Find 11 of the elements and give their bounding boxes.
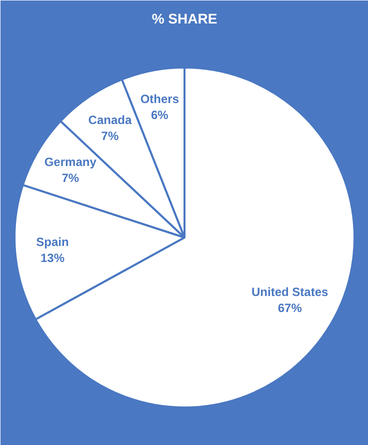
slice-label: Canada: [88, 112, 132, 127]
data-label: 7%: [101, 128, 119, 143]
chart-title: % SHARE: [152, 10, 218, 26]
slice-label: Others: [140, 92, 180, 106]
slice-label: United States: [252, 284, 329, 299]
slice-label: Spain: [36, 234, 69, 249]
data-label: 13%: [40, 250, 65, 265]
data-label: 7%: [62, 171, 80, 185]
data-label: 6%: [150, 108, 169, 122]
data-label: 67%: [278, 300, 302, 315]
slice-label: Germany: [44, 155, 97, 169]
